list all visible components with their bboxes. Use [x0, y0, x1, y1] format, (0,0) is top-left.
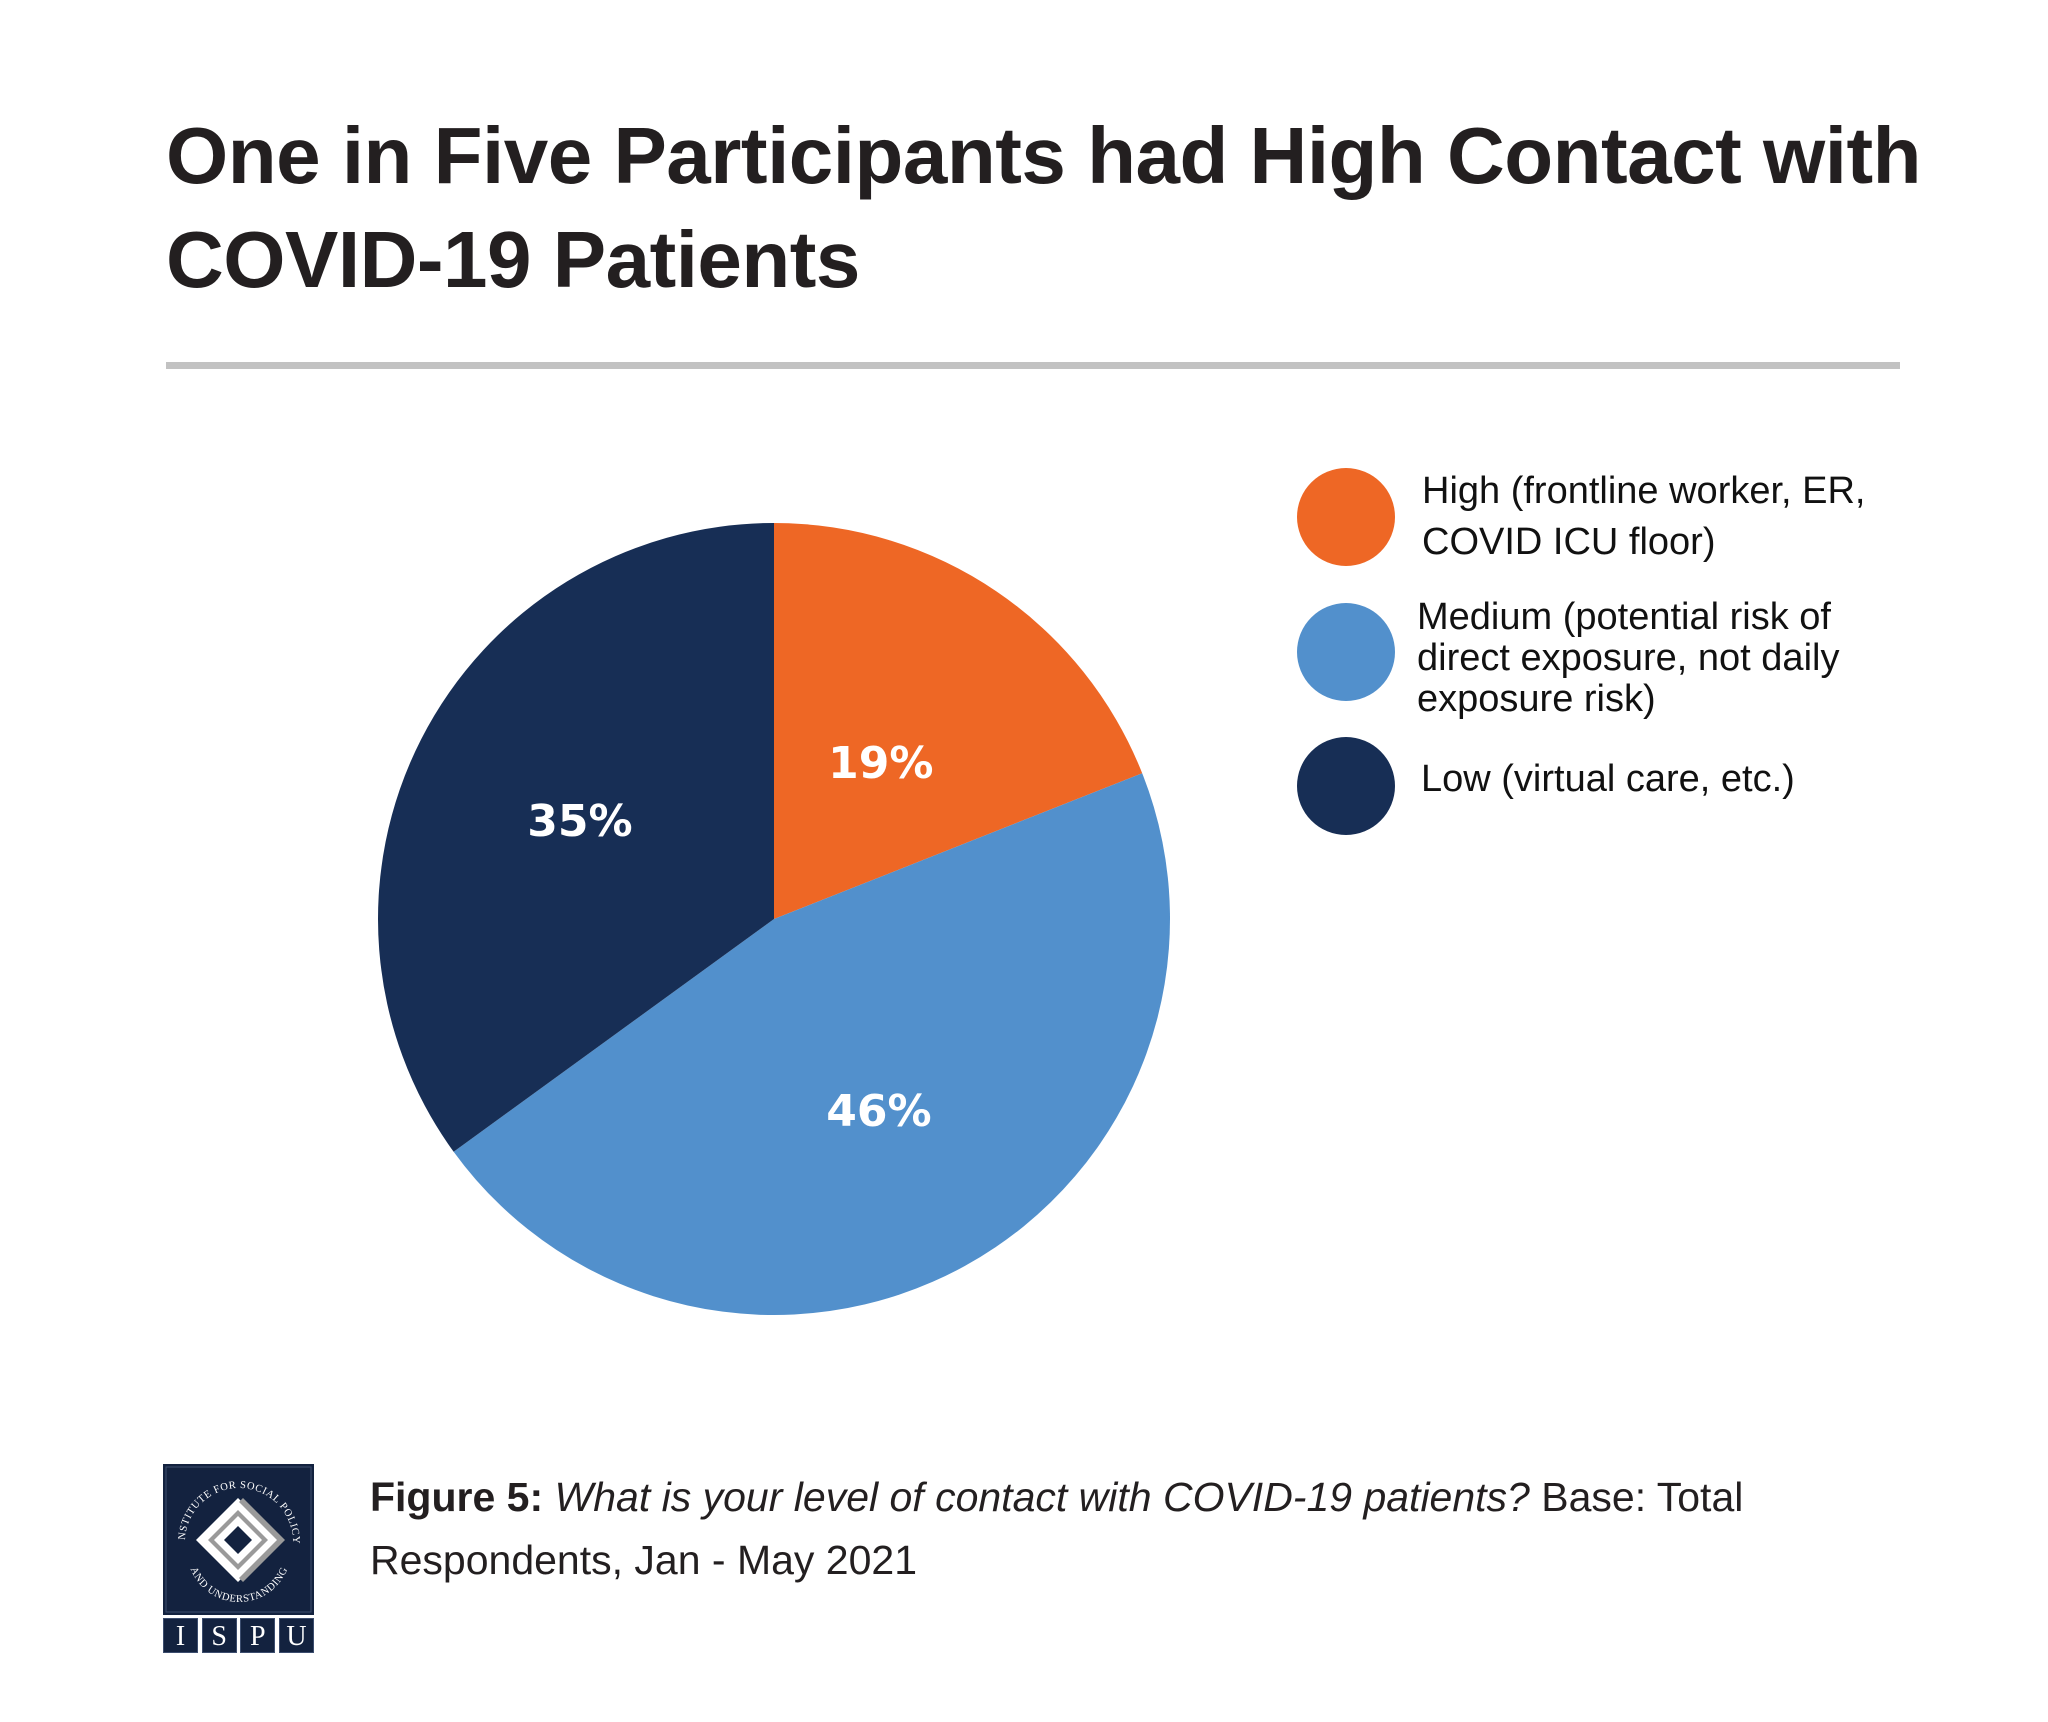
legend-swatch-medium	[1297, 603, 1395, 701]
pie-label-high: 19%	[828, 738, 933, 789]
legend-label-high: High (frontline worker, ER, COVID ICU fl…	[1422, 470, 1866, 563]
logo-letter-p: P	[240, 1618, 276, 1653]
figure-number: Figure 5:	[370, 1474, 544, 1520]
pie-label-low: 35%	[527, 796, 632, 847]
legend-swatch-high	[1297, 468, 1395, 566]
figure-caption: Figure 5: What is your level of contact …	[370, 1466, 1910, 1592]
pie-labels: 19% 46% 35%	[527, 738, 933, 1137]
pie-slice-medium	[453, 773, 1170, 1315]
pie-slices	[378, 523, 1170, 1315]
survey-question: What is your level of contact with COVID…	[554, 1474, 1530, 1520]
legend-label-medium: Medium (potential risk of direct exposur…	[1417, 596, 1840, 720]
legend-swatch-low	[1297, 737, 1395, 835]
logo-emblem: INSTITUTE FOR SOCIAL POLICY AND UNDERSTA…	[161, 1456, 314, 1615]
legend-label-low: Low (virtual care, etc.)	[1421, 758, 1795, 800]
pie-label-medium: 46%	[826, 1086, 931, 1137]
pie-slice-low	[378, 523, 774, 1152]
logo-letter-u: U	[278, 1618, 314, 1653]
logo-letter-i: I	[163, 1618, 198, 1653]
survey-base: Base: Total Respondents, Jan - May 2021	[370, 1474, 1744, 1583]
chart-title: One in Five Participants had High Contac…	[166, 111, 1921, 304]
title-divider	[166, 362, 1900, 369]
diamond-emblem-icon: INSTITUTE FOR SOCIAL POLICY AND UNDERSTA…	[161, 1456, 312, 1613]
ispu-logo: INSTITUTE FOR SOCIAL POLICY AND UNDERSTA…	[161, 1456, 314, 1654]
logo-letters: I S P U	[163, 1618, 314, 1654]
pie-slice-high	[774, 523, 1143, 919]
logo-letter-s: S	[201, 1618, 237, 1653]
